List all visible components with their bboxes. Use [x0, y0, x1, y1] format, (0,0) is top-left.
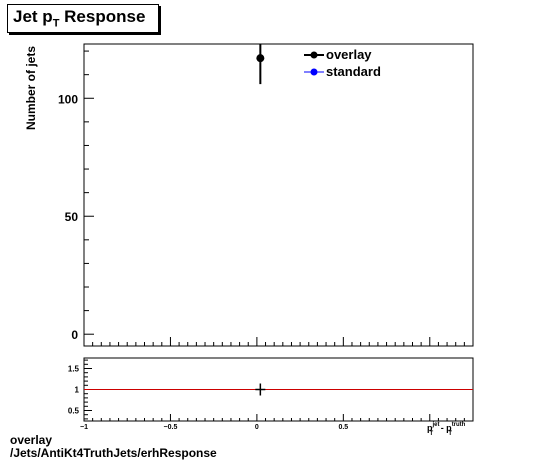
main-y-tick-label: 50 — [65, 210, 79, 224]
main-y-axis: 0 50 100 — [58, 50, 94, 342]
x-axis-label: pjet T - ptruth T — [427, 422, 466, 437]
legend-overlay-label: overlay — [326, 47, 372, 62]
ratio-y-tick-label: 0.5 — [68, 407, 80, 416]
plot-title: Jet pT Response — [13, 7, 146, 30]
y-axis-label: Number of jets — [24, 46, 38, 130]
ratio-x-tick-label: −1 — [80, 424, 88, 431]
ratio-y-tick-label: 1.5 — [68, 365, 80, 374]
main-data-points — [256, 44, 265, 85]
footer-line-2: /Jets/AntiKt4TruthJets/erhResponse — [10, 446, 217, 460]
legend: overlay standard — [304, 47, 381, 79]
main-y-tick-label: 100 — [58, 92, 78, 106]
ratio-x-tick-label: 0.5 — [338, 424, 348, 431]
ratio-y-tick-label: 1 — [75, 386, 80, 395]
ratio-x-tick-label: 0 — [255, 424, 259, 431]
data-point — [256, 54, 265, 63]
legend-standard-label: standard — [326, 64, 381, 79]
ratio-x-axis: −1 −0.5 0 0.5 — [80, 414, 474, 431]
main-plot-frame — [83, 43, 474, 347]
legend-standard-marker — [310, 68, 318, 76]
footer-line-1: overlay — [10, 433, 53, 447]
legend-overlay-marker — [310, 51, 318, 59]
main-x-axis — [83, 337, 474, 346]
main-y-tick-label: 0 — [71, 328, 78, 342]
ratio-content — [84, 383, 473, 396]
title-box: Jet pT Response — [7, 4, 159, 33]
ratio-x-tick-label: −0.5 — [164, 424, 178, 431]
